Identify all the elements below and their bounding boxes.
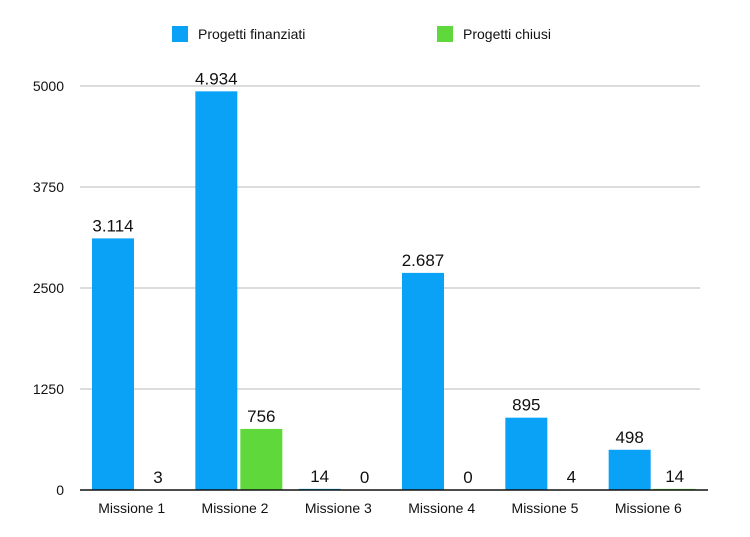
x-tick-label: Missione 1 bbox=[98, 500, 165, 516]
data-label: 4 bbox=[567, 468, 576, 487]
bar-progetti-finanziati bbox=[402, 272, 444, 490]
y-tick-label: 1250 bbox=[33, 381, 64, 397]
data-label: 3 bbox=[153, 468, 162, 487]
bar-progetti-finanziati bbox=[92, 238, 134, 490]
bar-progetti-finanziati bbox=[608, 449, 651, 490]
legend-label: Progetti finanziati bbox=[198, 26, 305, 42]
data-label: 14 bbox=[665, 467, 684, 486]
legend-swatch bbox=[172, 26, 188, 42]
y-tick-label: 0 bbox=[56, 482, 64, 498]
legend-label: Progetti chiusi bbox=[463, 26, 551, 42]
bar-progetti-finanziati bbox=[505, 417, 548, 490]
data-label: 2.687 bbox=[402, 251, 445, 270]
data-label: 0 bbox=[463, 468, 472, 487]
x-tick-label: Missione 6 bbox=[615, 500, 682, 516]
x-tick-label: Missione 5 bbox=[512, 500, 579, 516]
y-tick-label: 5000 bbox=[33, 78, 64, 94]
x-tick-label: Missione 3 bbox=[305, 500, 372, 516]
data-label: 498 bbox=[615, 428, 643, 447]
data-label: 14 bbox=[310, 467, 329, 486]
data-label: 895 bbox=[512, 396, 540, 415]
y-tick-label: 3750 bbox=[33, 179, 64, 195]
legend-swatch bbox=[437, 26, 453, 42]
data-label: 756 bbox=[247, 407, 275, 426]
bar-progetti-chiusi bbox=[240, 428, 283, 490]
x-tick-label: Missione 2 bbox=[202, 500, 269, 516]
bar-progetti-finanziati bbox=[195, 91, 238, 491]
x-tick-label: Missione 4 bbox=[408, 500, 475, 516]
data-label: 4.934 bbox=[195, 69, 238, 88]
y-tick-label: 2500 bbox=[33, 280, 64, 296]
data-label: 3.114 bbox=[92, 216, 133, 235]
data-label: 0 bbox=[360, 468, 369, 487]
